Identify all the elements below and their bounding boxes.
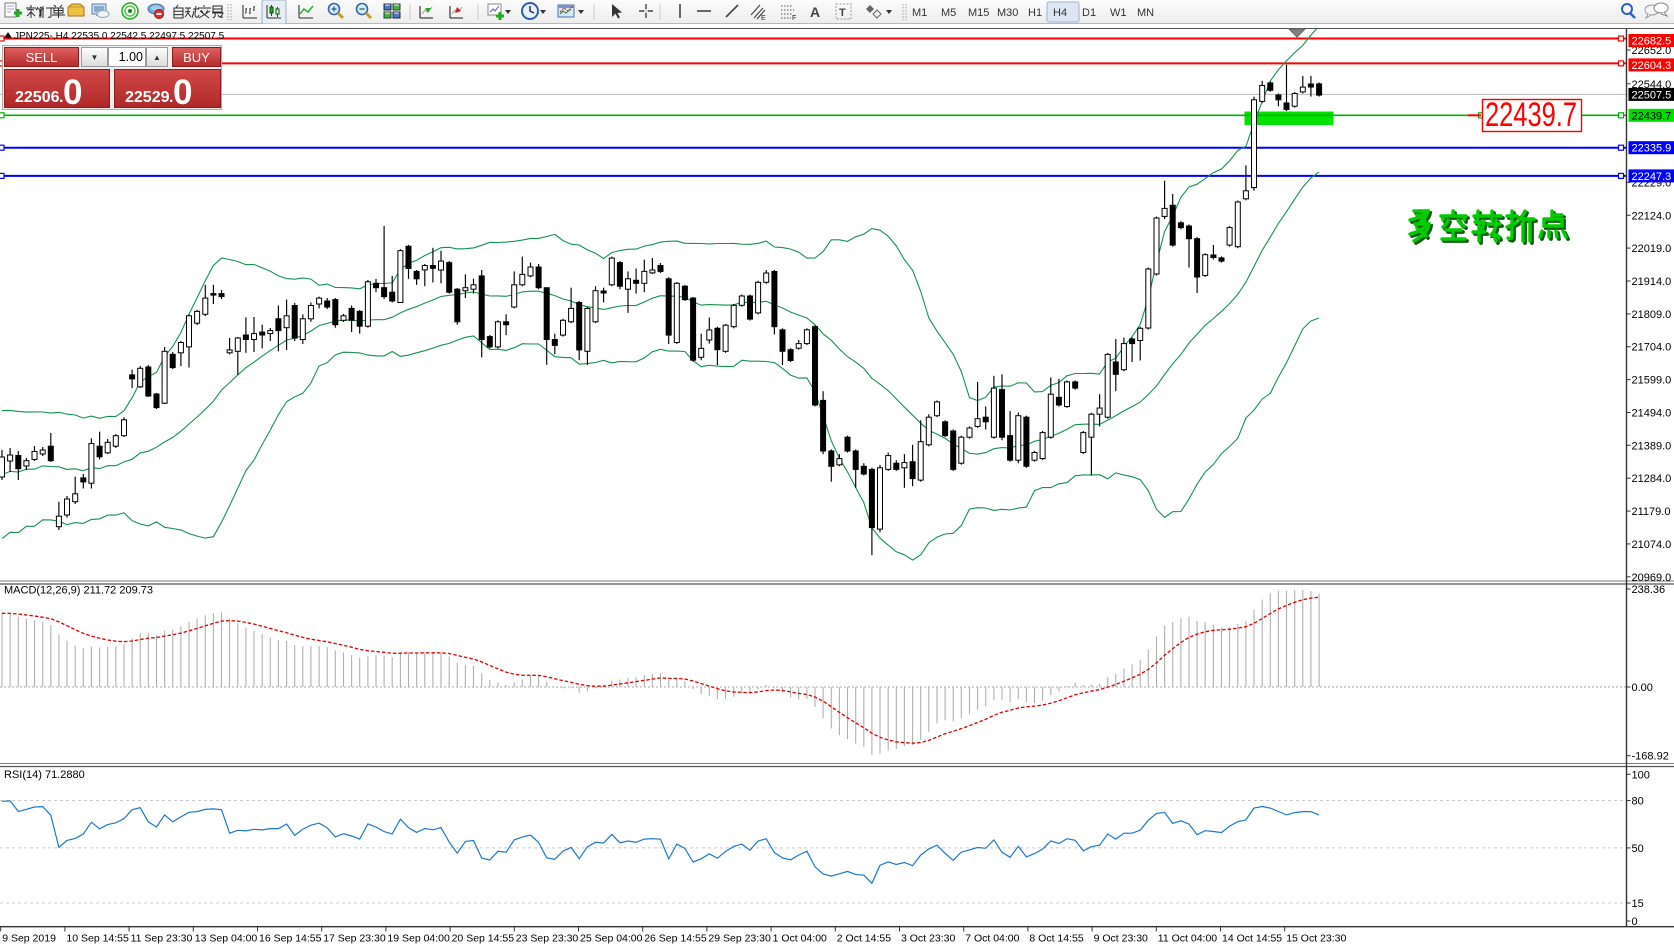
svg-text:80: 80 [1632,796,1644,808]
svg-text:21914.0: 21914.0 [1632,276,1672,288]
svg-text:238.36: 238.36 [1632,584,1666,596]
svg-text:M30: M30 [997,7,1018,19]
svg-text:21599.0: 21599.0 [1632,375,1672,387]
svg-text:W1: W1 [1110,7,1127,19]
svg-text:22124.0: 22124.0 [1632,210,1672,222]
svg-text:21284.0: 21284.0 [1632,473,1672,485]
svg-text:MN: MN [1137,7,1154,19]
svg-text:22439.7: 22439.7 [1485,96,1577,134]
svg-text:21704.0: 21704.0 [1632,342,1672,354]
svg-text:20 Sep 14:55: 20 Sep 14:55 [452,933,515,945]
svg-text:15: 15 [1632,898,1644,910]
svg-text:JPN225-,H4 22535.0 22542.5 22: JPN225-,H4 22535.0 22542.5 22497.5 22507… [14,31,225,42]
svg-text:50: 50 [1632,843,1644,855]
svg-text:23 Sep 23:30: 23 Sep 23:30 [516,933,579,945]
svg-text:21074.0: 21074.0 [1632,539,1672,551]
svg-text:RSI(14) 71.2880: RSI(14) 71.2880 [4,769,85,781]
svg-text:0.00: 0.00 [1632,682,1653,694]
svg-text:T: T [839,7,846,19]
svg-text:H1: H1 [1028,7,1042,19]
svg-text:14 Oct 14:55: 14 Oct 14:55 [1222,933,1282,945]
svg-text:17 Sep 23:30: 17 Sep 23:30 [323,933,386,945]
svg-text:25 Sep 04:00: 25 Sep 04:00 [580,933,643,945]
svg-text:E: E [761,15,766,22]
svg-text:22604.3: 22604.3 [1632,60,1672,72]
svg-text:MACD(12,26,9) 211.72 209.73: MACD(12,26,9) 211.72 209.73 [4,585,153,597]
svg-text:0: 0 [1632,916,1638,928]
svg-text:22682.5: 22682.5 [1632,36,1672,48]
svg-text:100: 100 [1632,769,1650,781]
svg-text:15 Oct 23:30: 15 Oct 23:30 [1286,933,1346,945]
svg-text:21494.0: 21494.0 [1632,408,1672,420]
svg-text:D1: D1 [1082,7,1096,19]
svg-text:A: A [810,4,820,20]
svg-text:8 Oct 14:55: 8 Oct 14:55 [1029,933,1083,945]
svg-text:22019.0: 22019.0 [1632,243,1672,255]
svg-text:21389.0: 21389.0 [1632,440,1672,452]
svg-text:2 Oct 14:55: 2 Oct 14:55 [837,933,891,945]
svg-text:21809.0: 21809.0 [1632,309,1672,321]
svg-text:26 Sep 14:55: 26 Sep 14:55 [644,933,707,945]
svg-text:16 Sep 14:55: 16 Sep 14:55 [259,933,322,945]
svg-text:20969.0: 20969.0 [1632,572,1672,584]
svg-text:19 Sep 04:00: 19 Sep 04:00 [387,933,450,945]
svg-text:10 Sep 14:55: 10 Sep 14:55 [66,933,129,945]
svg-text:F: F [792,15,796,22]
svg-text:11 Sep 23:30: 11 Sep 23:30 [131,933,193,945]
svg-text:7 Oct 04:00: 7 Oct 04:00 [965,933,1019,945]
svg-text:9 Oct 23:30: 9 Oct 23:30 [1094,933,1148,945]
svg-text:22335.9: 22335.9 [1632,143,1672,155]
svg-text:11 Oct 04:00: 11 Oct 04:00 [1158,933,1218,945]
svg-text:22507.5: 22507.5 [1632,89,1672,101]
svg-text:29 Sep 23:30: 29 Sep 23:30 [708,933,771,945]
svg-text:22439.7: 22439.7 [1632,110,1672,122]
svg-text:M15: M15 [968,7,989,19]
svg-text:13 Sep 04:00: 13 Sep 04:00 [195,933,258,945]
svg-text:22247.3: 22247.3 [1632,171,1672,183]
svg-text:M5: M5 [941,7,956,19]
svg-text:1 Oct 04:00: 1 Oct 04:00 [773,933,827,945]
svg-text:21179.0: 21179.0 [1632,506,1671,518]
svg-text:H4: H4 [1053,7,1067,19]
svg-text:-168.92: -168.92 [1632,751,1669,763]
svg-text:9 Sep 2019: 9 Sep 2019 [2,933,56,945]
svg-text:3 Oct 23:30: 3 Oct 23:30 [901,933,955,945]
svg-text:M1: M1 [912,7,927,19]
